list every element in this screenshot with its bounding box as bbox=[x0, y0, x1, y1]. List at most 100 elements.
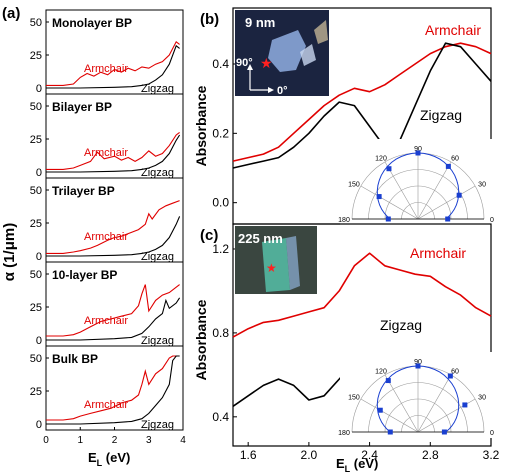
panel-b-inset-thickness: 9 nm bbox=[245, 15, 275, 30]
polar-angle-label: 90 bbox=[414, 359, 422, 366]
polar-spoke bbox=[360, 185, 419, 220]
series-zigzag bbox=[46, 355, 180, 425]
polar-spoke bbox=[417, 374, 452, 433]
y-tick-label: 50 bbox=[30, 17, 42, 29]
y-tick-label: 0 bbox=[36, 167, 42, 179]
star-icon: ★ bbox=[260, 55, 273, 71]
polar-spoke bbox=[384, 161, 419, 220]
series-armchair bbox=[232, 252, 492, 338]
series-zigzag bbox=[46, 134, 181, 173]
y-tick-label: 50 bbox=[30, 185, 42, 197]
panel-c-xlabel: EL (eV) bbox=[336, 456, 378, 474]
series-zigzag bbox=[46, 297, 181, 341]
subpanel-title: Bilayer BP bbox=[52, 100, 112, 114]
x-tick-label: 1 bbox=[77, 435, 83, 446]
polar-point bbox=[376, 194, 382, 200]
panel-c-label: (c) bbox=[200, 227, 218, 244]
panel-a-ylabel: α (1/μm) bbox=[1, 223, 18, 281]
polar-point bbox=[415, 150, 421, 156]
subpanel-3: 0 25 50 Trilayer BP Armchair Zigzag bbox=[30, 177, 184, 263]
panel-c-frame bbox=[232, 223, 492, 447]
polar-spoke bbox=[417, 185, 476, 220]
y-tick-label: 0 bbox=[36, 335, 42, 347]
polar-angle-label: 150 bbox=[348, 395, 360, 402]
subpanel-title: Bulk BP bbox=[52, 352, 98, 366]
polar-point bbox=[386, 166, 392, 172]
x-tick-label: 0 bbox=[43, 435, 49, 446]
polar-spoke bbox=[417, 161, 452, 220]
polar-point bbox=[441, 429, 447, 435]
polar-point bbox=[447, 373, 453, 379]
polar-point bbox=[445, 163, 451, 169]
x-tick-label: 1.6 bbox=[240, 448, 257, 462]
panel-b: (b) 0.0 0.2 0.4 Absorbance Armchair Zigzag… bbox=[193, 7, 496, 225]
panel-b-zigzag-label: Zigzag bbox=[420, 107, 462, 123]
y-tick-label: 25 bbox=[30, 50, 42, 62]
zigzag-label: Zigzag bbox=[141, 167, 174, 179]
zigzag-label: Zigzag bbox=[141, 419, 174, 431]
x-tick-label: 2 bbox=[112, 435, 118, 446]
panel-b-label: (b) bbox=[200, 11, 219, 28]
polar-point bbox=[456, 192, 462, 198]
subpanel-4: 0 25 50 10-layer BP Armchair Zigzag bbox=[30, 261, 184, 347]
y-tick-label: 25 bbox=[30, 386, 42, 398]
y-tick-label: 0.8 bbox=[212, 326, 229, 340]
panel-c-xlabel-main: E bbox=[336, 456, 345, 471]
panel-c-xlabel-sub: L bbox=[345, 464, 351, 474]
subpanel-1: 0 25 50 Monolayer BP Armchair Zigzag bbox=[30, 9, 184, 95]
zigzag-label: Zigzag bbox=[141, 251, 174, 263]
x-tick-label: 2.0 bbox=[301, 448, 318, 462]
armchair-label: Armchair bbox=[84, 63, 128, 75]
polar-angle-label: 180 bbox=[338, 217, 350, 224]
armchair-label: Armchair bbox=[84, 231, 128, 243]
y-tick-label: 0 bbox=[36, 419, 42, 431]
polar-point bbox=[385, 378, 391, 384]
armchair-label: Armchair bbox=[84, 399, 128, 411]
y-tick-label: 0.4 bbox=[212, 57, 229, 71]
y-tick-label: 0 bbox=[36, 251, 42, 263]
polar-point bbox=[385, 216, 391, 222]
panel-b-inset-angle-0: 0° bbox=[277, 85, 288, 97]
y-tick-label: 50 bbox=[30, 101, 42, 113]
y-tick-label: 25 bbox=[30, 218, 42, 230]
polar-angle-label: 60 bbox=[451, 369, 459, 376]
zigzag-label: Zigzag bbox=[141, 335, 174, 347]
x-tick-label: 2.8 bbox=[422, 448, 439, 462]
polar-angle-label: 120 bbox=[375, 369, 387, 376]
x-tick-label: 4 bbox=[180, 435, 186, 446]
panel-b-inset-image: 9 nm ★ 90° 0° bbox=[235, 10, 329, 97]
panel-c-ylabel: Absorbance bbox=[193, 299, 209, 380]
panel-a-xlabel-unit: (eV) bbox=[102, 450, 130, 465]
polar-point bbox=[445, 216, 451, 222]
series-armchair bbox=[46, 355, 180, 421]
panel-c-zigzag-label: Zigzag bbox=[380, 317, 422, 333]
panel-a-label: (a) bbox=[2, 5, 20, 22]
panel-c-xlabel-unit: (eV) bbox=[350, 456, 378, 471]
polar-angle-label: 0 bbox=[490, 430, 494, 437]
panel-b-ylabel: Absorbance bbox=[193, 85, 209, 166]
panel-a-xlabel-main: E bbox=[88, 450, 97, 465]
y-tick-label: 25 bbox=[30, 302, 42, 314]
series-armchair bbox=[46, 40, 180, 86]
polar-point bbox=[377, 407, 383, 413]
zigzag-label: Zigzag bbox=[141, 83, 174, 95]
polar-angle-label: 90 bbox=[414, 146, 422, 153]
subpanel-title: Trilayer BP bbox=[52, 184, 115, 198]
panel-b-inset-angle-90: 90° bbox=[236, 57, 253, 69]
subpanel-2: 0 25 50 Bilayer BP Armchair Zigzag bbox=[30, 93, 184, 179]
series-armchair bbox=[232, 42, 492, 162]
polar-angle-label: 30 bbox=[478, 395, 486, 402]
polar-angle-label: 180 bbox=[338, 430, 350, 437]
y-tick-label: 50 bbox=[30, 353, 42, 365]
subpanel-title: 10-layer BP bbox=[52, 268, 117, 282]
subpanel-5: 0 25 50 Bulk BP Armchair Zigzag bbox=[30, 345, 184, 431]
y-tick-label: 0 bbox=[36, 83, 42, 95]
panel-c-inset-image: 225 nm ★ bbox=[235, 226, 317, 294]
polar-angle-label: 150 bbox=[348, 182, 360, 189]
y-tick-label: 1.2 bbox=[212, 242, 229, 256]
polar-spoke bbox=[384, 374, 419, 433]
polar-point bbox=[462, 402, 468, 408]
polar-angle-label: 60 bbox=[451, 156, 459, 163]
polar-angle-label: 0 bbox=[490, 217, 494, 224]
